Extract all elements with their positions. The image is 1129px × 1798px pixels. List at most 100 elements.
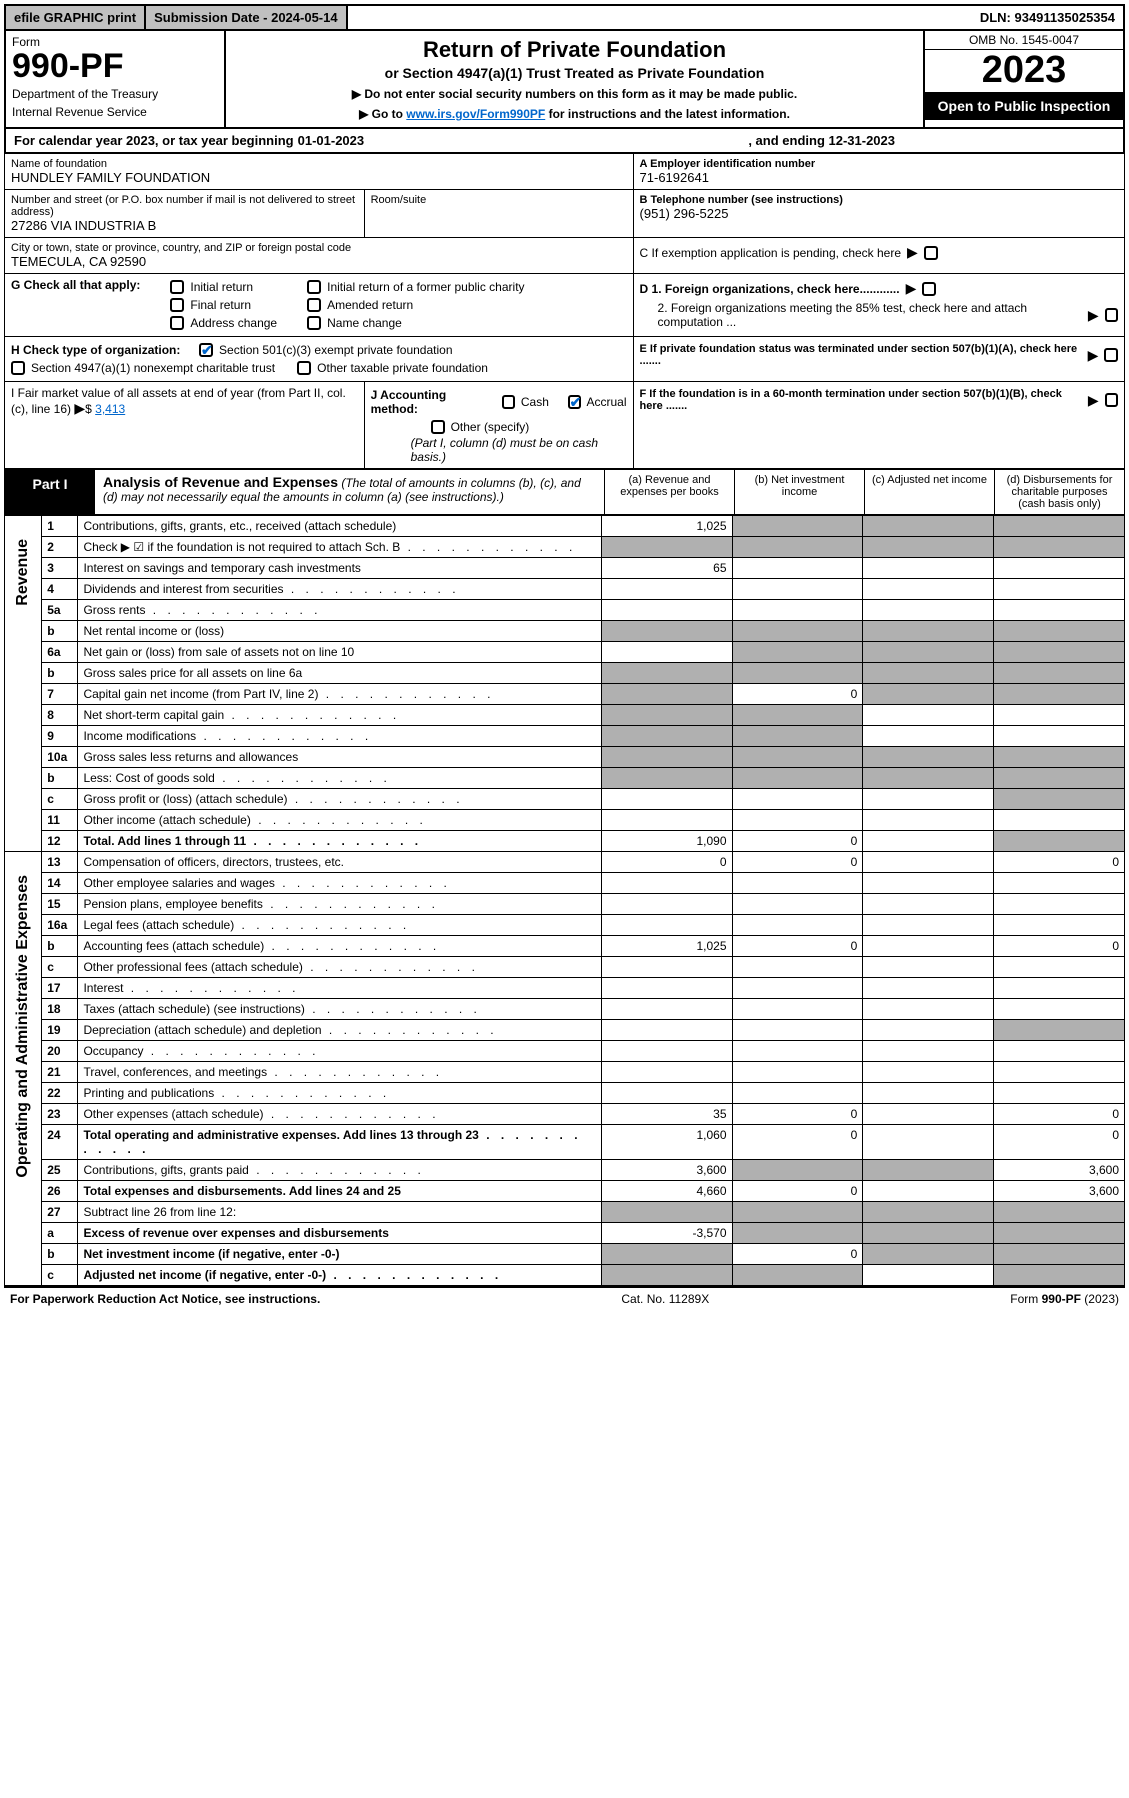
table-row: 9Income modifications xyxy=(5,726,1125,747)
table-row: bGross sales price for all assets on lin… xyxy=(5,663,1125,684)
table-row: 14Other employee salaries and wages xyxy=(5,873,1125,894)
table-cell xyxy=(863,1223,994,1244)
table-row: bNet rental income or (loss) xyxy=(5,621,1125,642)
line-text: Contributions, gifts, grants, etc., rece… xyxy=(78,516,601,537)
table-row: 24Total operating and administrative exp… xyxy=(5,1125,1125,1160)
line-text: Printing and publications xyxy=(78,1083,601,1104)
table-row: 22Printing and publications xyxy=(5,1083,1125,1104)
g-addr: Address change xyxy=(190,316,277,330)
table-cell xyxy=(863,537,994,558)
e-checkbox[interactable] xyxy=(1104,348,1118,362)
table-cell: 20 xyxy=(42,1041,78,1062)
table-cell xyxy=(994,978,1125,999)
table-cell xyxy=(863,810,994,831)
table-cell xyxy=(863,936,994,957)
c-label: C If exemption application is pending, c… xyxy=(640,246,902,260)
j-cash-checkbox[interactable] xyxy=(502,395,515,409)
table-cell xyxy=(994,873,1125,894)
form-code: 990-PF xyxy=(12,49,218,83)
g-final-checkbox[interactable] xyxy=(170,298,184,312)
line-text: Depreciation (attach schedule) and deple… xyxy=(78,1020,601,1041)
table-cell xyxy=(863,894,994,915)
j-other-checkbox[interactable] xyxy=(431,420,445,434)
submission-date-button[interactable]: Submission Date - 2024-05-14 xyxy=(146,6,348,29)
irs-link[interactable]: www.irs.gov/Form990PF xyxy=(406,107,545,121)
table-cell xyxy=(601,726,732,747)
table-cell: a xyxy=(42,1223,78,1244)
j-accrual-checkbox[interactable] xyxy=(568,395,581,409)
line-text: Net short-term capital gain xyxy=(78,705,601,726)
table-cell xyxy=(732,999,863,1020)
table-cell xyxy=(863,1181,994,1202)
table-cell xyxy=(863,1062,994,1083)
h-501-checkbox[interactable] xyxy=(199,343,213,357)
table-cell xyxy=(732,579,863,600)
h-other-checkbox[interactable] xyxy=(297,361,311,375)
table-row: Revenue1Contributions, gifts, grants, et… xyxy=(5,516,1125,537)
footer-form-code: 990-PF xyxy=(1042,1292,1081,1306)
table-row: 11Other income (attach schedule) xyxy=(5,810,1125,831)
table-row: 27Subtract line 26 from line 12: xyxy=(5,1202,1125,1223)
table-cell xyxy=(732,768,863,789)
d1-checkbox[interactable] xyxy=(922,282,936,296)
table-cell: -3,570 xyxy=(601,1223,732,1244)
table-cell xyxy=(601,768,732,789)
address-cell: Number and street (or P.O. box number if… xyxy=(5,190,365,238)
part1-title: Analysis of Revenue and Expenses xyxy=(103,474,338,490)
g-initial-checkbox[interactable] xyxy=(170,280,184,294)
table-cell: 0 xyxy=(994,1104,1125,1125)
table-cell xyxy=(601,789,732,810)
line-text: Interest xyxy=(78,978,601,999)
table-cell xyxy=(863,831,994,852)
table-cell xyxy=(994,957,1125,978)
table-cell: 9 xyxy=(42,726,78,747)
j-note: (Part I, column (d) must be on cash basi… xyxy=(371,436,627,464)
table-cell xyxy=(994,768,1125,789)
id-block: Name of foundation HUNDLEY FAMILY FOUNDA… xyxy=(4,154,1125,469)
foundation-name-cell: Name of foundation HUNDLEY FAMILY FOUNDA… xyxy=(5,154,634,190)
table-cell xyxy=(732,978,863,999)
d2-checkbox[interactable] xyxy=(1105,308,1118,322)
table-row: 3Interest on savings and temporary cash … xyxy=(5,558,1125,579)
city-value: TEMECULA, CA 92590 xyxy=(11,254,627,269)
h-4947-checkbox[interactable] xyxy=(11,361,25,375)
g-name-checkbox[interactable] xyxy=(307,316,321,330)
table-cell: 27 xyxy=(42,1202,78,1223)
table-cell xyxy=(732,747,863,768)
line-text: Income modifications xyxy=(78,726,601,747)
j-cash: Cash xyxy=(521,395,549,409)
cal-begin: 01-01-2023 xyxy=(298,133,365,148)
table-cell xyxy=(863,516,994,537)
g-former-checkbox[interactable] xyxy=(307,280,321,294)
table-cell xyxy=(732,1202,863,1223)
g-final: Final return xyxy=(190,298,251,312)
g-addr-checkbox[interactable] xyxy=(170,316,184,330)
table-cell: 35 xyxy=(601,1104,732,1125)
c-checkbox[interactable] xyxy=(924,246,938,260)
form-header: Form 990-PF Department of the Treasury I… xyxy=(4,31,1125,129)
g-amended-checkbox[interactable] xyxy=(307,298,321,312)
table-cell: 65 xyxy=(601,558,732,579)
table-cell xyxy=(994,684,1125,705)
dln-label: DLN: 93491135025354 xyxy=(972,6,1123,29)
side-label: Operating and Administrative Expenses xyxy=(10,855,36,1198)
table-cell: 26 xyxy=(42,1181,78,1202)
f-checkbox[interactable] xyxy=(1105,393,1118,407)
f-cell: F If the foundation is in a 60-month ter… xyxy=(633,382,1124,469)
table-cell xyxy=(994,1223,1125,1244)
table-cell xyxy=(863,789,994,810)
goto-pre: ▶ Go to xyxy=(359,107,406,121)
table-cell xyxy=(863,621,994,642)
table-cell: 11 xyxy=(42,810,78,831)
line-text: Net gain or (loss) from sale of assets n… xyxy=(78,642,601,663)
footer-form: Form 990-PF (2023) xyxy=(1010,1292,1119,1306)
table-row: 5aGross rents xyxy=(5,600,1125,621)
table-cell xyxy=(863,915,994,936)
line-text: Interest on savings and temporary cash i… xyxy=(78,558,601,579)
table-cell xyxy=(863,999,994,1020)
table-cell xyxy=(732,621,863,642)
efile-print-button[interactable]: efile GRAPHIC print xyxy=(6,6,146,29)
table-row: 15Pension plans, employee benefits xyxy=(5,894,1125,915)
table-cell xyxy=(601,1020,732,1041)
table-cell xyxy=(601,1265,732,1286)
